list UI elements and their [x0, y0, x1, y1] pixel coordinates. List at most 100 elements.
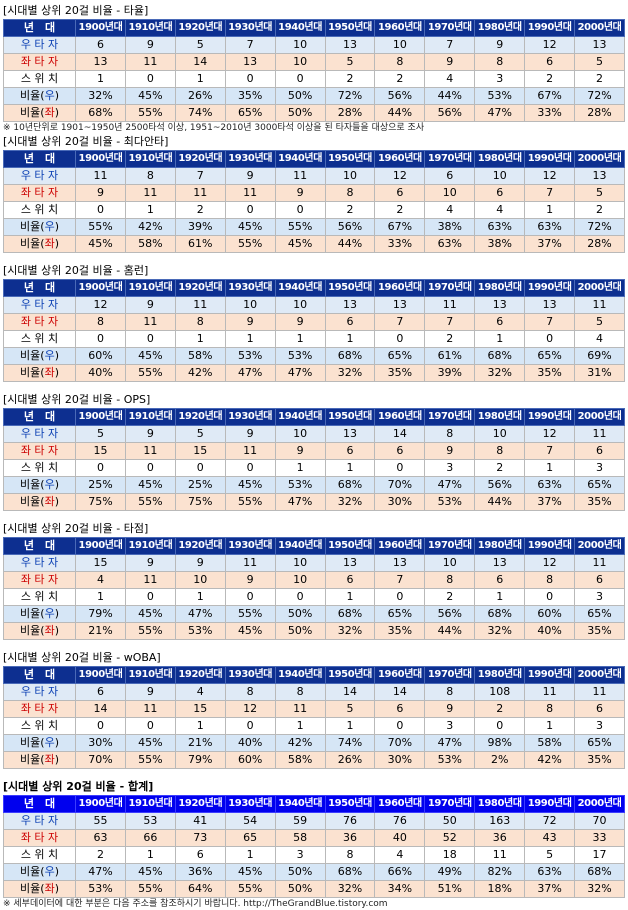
percent-cell: 63% — [474, 218, 526, 236]
value-cell: 55 — [75, 812, 126, 830]
value-cell: 11 — [274, 167, 326, 185]
decade-header: 1990년대 — [524, 537, 576, 555]
percent-cell: 60% — [75, 347, 126, 365]
decade-header: 1990년대 — [524, 150, 576, 168]
stats-table: 년 대 1900년대 1910년대 1920년대 1930년대 1940년대 1950년대 1… — [3, 279, 625, 382]
percent-cell: 53% — [274, 347, 326, 365]
value-cell: 65 — [224, 829, 276, 847]
value-cell: 2 — [524, 70, 576, 88]
value-cell: 0 — [224, 717, 276, 735]
ratio-prefix: 비율( — [20, 865, 45, 878]
percent-cell: 45% — [124, 863, 176, 881]
value-cell: 9 — [224, 425, 276, 443]
decade-header: 1910년대 — [124, 19, 176, 37]
header-label: 년 대 — [3, 408, 76, 426]
ratio-suffix: ) — [54, 624, 59, 637]
value-cell: 8 — [474, 442, 526, 460]
percent-cell: 98% — [474, 734, 526, 752]
value-cell: 1 — [174, 330, 226, 348]
value-cell: 6 — [424, 167, 476, 185]
decade-header: 1920년대 — [174, 666, 226, 684]
decade-header: 1960년대 — [374, 279, 426, 297]
percent-cell: 36% — [174, 863, 226, 881]
value-cell: 7 — [424, 36, 476, 54]
righty-row-label: 우 타 자 — [3, 296, 76, 314]
lefty-ratio-row: 비율(좌) 40% 55% 42% 47% 47% 32% 35% 39% 32% 35% 31% — [3, 364, 625, 382]
value-cell: 6 — [324, 571, 376, 589]
percent-cell: 65% — [524, 347, 576, 365]
value-cell: 8 — [474, 53, 526, 71]
value-cell: 11 — [474, 846, 526, 864]
percent-cell: 45% — [124, 605, 176, 623]
header-label: 년 대 — [3, 150, 76, 168]
value-cell: 9 — [124, 425, 176, 443]
value-cell: 9 — [224, 313, 276, 331]
value-cell: 59 — [274, 812, 326, 830]
value-cell: 10 — [224, 296, 276, 314]
percent-cell: 55% — [224, 235, 276, 253]
stats-table: 년 대 1900년대 1910년대 1920년대 1930년대 1940년대 1950년대 1… — [3, 19, 625, 122]
decade-header: 1960년대 — [374, 795, 426, 813]
value-cell: 3 — [574, 459, 625, 477]
decade-header: 1920년대 — [174, 795, 226, 813]
lefty-ratio-row: 비율(좌) 45% 58% 61% 55% 45% 44% 33% 63% 38% 37% 28% — [3, 235, 625, 253]
decade-header: 1920년대 — [174, 19, 226, 37]
value-cell: 9 — [424, 700, 476, 718]
percent-cell: 55% — [124, 622, 176, 640]
percent-cell: 47% — [424, 476, 476, 494]
value-cell: 14 — [374, 683, 426, 701]
value-cell: 0 — [274, 70, 326, 88]
percent-cell: 25% — [75, 476, 126, 494]
value-cell: 13 — [474, 554, 526, 572]
percent-cell: 45% — [224, 218, 276, 236]
decade-header: 1910년대 — [124, 279, 176, 297]
value-cell: 1 — [124, 201, 176, 219]
decade-header: 1940년대 — [274, 19, 326, 37]
value-cell: 8 — [324, 184, 376, 202]
decade-header: 1990년대 — [524, 279, 576, 297]
decade-header: 1970년대 — [424, 408, 476, 426]
section-2: [시대별 상위 20걸 비율 - 홈런] 년 대 1900년대 1910년대 1920년… — [3, 263, 625, 382]
percent-cell: 75% — [174, 493, 226, 511]
value-cell: 2 — [374, 201, 426, 219]
percent-cell: 32% — [474, 622, 526, 640]
value-cell: 8 — [274, 683, 326, 701]
value-cell: 0 — [174, 459, 226, 477]
decade-header: 1930년대 — [224, 795, 276, 813]
footnote: ※ 10년단위로 1901~1950년 2500타석 이상, 1951~2010… — [3, 123, 425, 133]
value-cell: 8 — [224, 683, 276, 701]
percent-cell: 65% — [374, 605, 426, 623]
ratio-label: 비율(좌) — [3, 104, 76, 122]
value-cell: 0 — [474, 717, 526, 735]
percent-cell: 63% — [524, 863, 576, 881]
percent-cell: 26% — [174, 87, 226, 105]
value-cell: 36 — [474, 829, 526, 847]
percent-cell: 50% — [274, 605, 326, 623]
value-cell: 11 — [574, 554, 625, 572]
percent-cell: 55% — [124, 364, 176, 382]
value-cell: 9 — [224, 571, 276, 589]
value-cell: 8 — [75, 313, 126, 331]
value-cell: 12 — [524, 36, 576, 54]
value-cell: 4 — [424, 201, 476, 219]
percent-cell: 60% — [224, 751, 276, 769]
value-cell: 12 — [524, 554, 576, 572]
decade-header: 1970년대 — [424, 150, 476, 168]
value-cell: 10 — [274, 36, 326, 54]
percent-cell: 28% — [324, 104, 376, 122]
percent-cell: 32% — [574, 880, 625, 898]
decade-header: 2000년대 — [574, 666, 625, 684]
lefty-row: 좌 타 자 4 11 10 9 10 6 7 8 6 8 6 — [3, 571, 625, 589]
decade-header: 1950년대 — [324, 795, 376, 813]
value-cell: 1 — [524, 201, 576, 219]
value-cell: 8 — [424, 571, 476, 589]
percent-cell: 30% — [75, 734, 126, 752]
value-cell: 2 — [174, 201, 226, 219]
percent-cell: 35% — [374, 622, 426, 640]
percent-cell: 44% — [424, 87, 476, 105]
ratio-prefix: 비율( — [20, 106, 45, 119]
value-cell: 0 — [374, 459, 426, 477]
decade-header: 1980년대 — [474, 408, 526, 426]
